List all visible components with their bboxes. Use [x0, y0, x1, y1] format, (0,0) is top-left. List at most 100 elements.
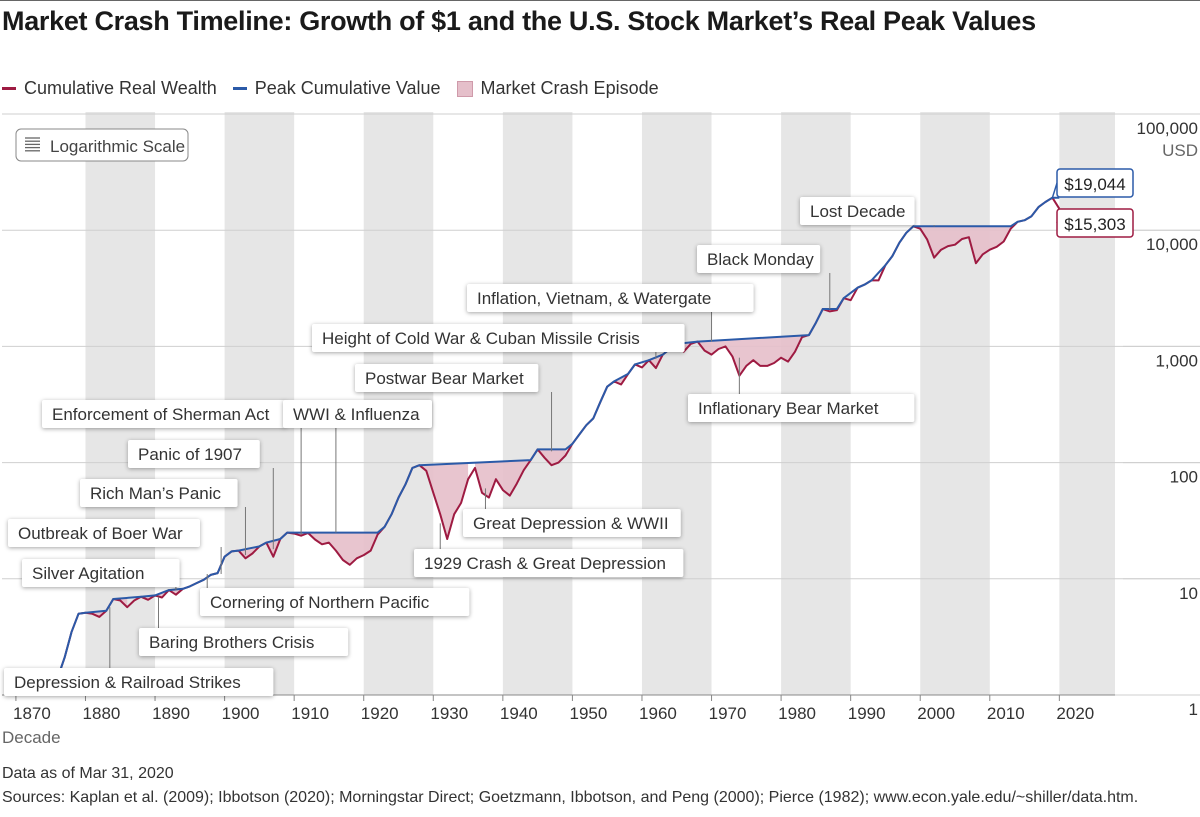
x-tick-label-1970: 1970	[709, 704, 747, 723]
decade-band-1940	[502, 112, 573, 695]
annotation-label: Rich Man’s Panic	[90, 484, 222, 503]
y-axis: 1 10 100 1,000 10,000 100,000 USD	[1123, 113, 1200, 719]
x-tick-label-1870: 1870	[13, 704, 51, 723]
annotation: Lost Decade	[800, 197, 935, 227]
annotation: Panic of 1907	[128, 440, 274, 550]
annotation-label: Inflationary Bear Market	[698, 399, 879, 418]
crash-episode-1909	[287, 532, 378, 565]
annotation: Inflationary Bear Market	[688, 357, 915, 422]
annotation-box	[697, 245, 821, 273]
annotation: Outbreak of Boer War	[8, 519, 222, 574]
annotation-label: Great Depression & WWII	[473, 514, 669, 533]
annotation-label: Cornering of Northern Pacific	[210, 593, 430, 612]
annotation: Rich Man’s Panic	[80, 479, 246, 556]
x-tick-label-2020: 2020	[1056, 704, 1094, 723]
series-line-peak-cumulative-value	[22, 196, 1060, 696]
annotation: Cornering of Northern Pacific	[200, 573, 470, 616]
y-axis-unit: USD	[1162, 141, 1198, 160]
annotation: WWI & Influenza	[283, 400, 432, 533]
y-tick-label-10000: 10,000	[1146, 235, 1198, 254]
log-scale-button[interactable]: Logarithmic Scale	[15, 128, 189, 162]
annotation-box	[128, 440, 260, 468]
annotation-box	[4, 668, 274, 696]
data-as-of: Data as of Mar 31, 2020	[2, 765, 174, 782]
y-tick-label-1: 1	[1189, 700, 1198, 719]
annotation-box	[800, 197, 915, 225]
x-tick-label-1990: 1990	[848, 704, 886, 723]
annotation-box	[355, 364, 539, 392]
annotations: Depression & Railroad Strikes Baring Brot…	[4, 197, 935, 696]
peak-value-box	[1056, 168, 1134, 198]
legend-swatch-peak	[232, 87, 247, 90]
legend-item-wealth: Cumulative Real Wealth	[2, 78, 217, 99]
annotation-box	[22, 559, 180, 587]
annotation: 1929 Crash & Great Depression	[414, 523, 684, 577]
legend-item-crash: Market Crash Episode	[456, 78, 659, 99]
annotation-label: Outbreak of Boer War	[18, 524, 183, 543]
x-tick-label-2000: 2000	[917, 704, 955, 723]
x-tick-label-1880: 1880	[83, 704, 121, 723]
decade-band-2000	[920, 112, 990, 695]
y-tick-label-100: 100	[1170, 468, 1198, 487]
annotation-label: Enforcement of Sherman Act	[52, 405, 270, 424]
annotation: Baring Brothers Crisis	[139, 596, 349, 656]
decade-band-2020	[1059, 112, 1115, 695]
annotation-box	[312, 324, 685, 352]
legend-swatch-crash	[456, 80, 473, 97]
end-labels: $19,044 $15,303	[1051, 168, 1134, 238]
legend-item-peak: Peak Cumulative Value	[232, 78, 441, 99]
current-value-label: $15,303	[1064, 215, 1125, 234]
annotation-label: Lost Decade	[810, 202, 905, 221]
annotation-box	[467, 284, 754, 312]
log-scale-button-frame	[15, 128, 189, 162]
annotation: Depression & Railroad Strikes	[4, 607, 274, 696]
list-icon	[25, 137, 40, 152]
x-axis: 1870 1880 1890 1900 1910 1920 1930 1940 1950 1960…	[2, 694, 1115, 747]
crash-episode-1968	[697, 335, 809, 376]
crash-episode-1928	[419, 463, 469, 539]
annotation-box	[688, 394, 915, 422]
legend-swatch-wealth	[2, 87, 16, 90]
annotation-label: Silver Agitation	[32, 564, 144, 583]
annotation-box	[80, 479, 238, 507]
annotation: Silver Agitation	[22, 559, 180, 591]
annotation-label: Depression & Railroad Strikes	[14, 673, 241, 692]
annotation-label: Postwar Bear Market	[365, 369, 524, 388]
crash-episode-1884	[113, 597, 128, 608]
peak-value-label: $19,044	[1064, 175, 1125, 194]
y-tick-label-100000: 100,000	[1137, 119, 1198, 138]
peak-value-leader	[1051, 182, 1058, 198]
crash-episode-1961	[648, 354, 663, 369]
annotation-box	[200, 588, 470, 616]
crash-episode-1999	[913, 226, 1011, 264]
legend: Cumulative Real Wealth Peak Cumulative V…	[2, 78, 675, 99]
annotation-label: WWI & Influenza	[293, 405, 420, 424]
crash-episode-1936	[475, 460, 531, 498]
annotation-label: Inflation, Vietnam, & Watergate	[477, 289, 711, 308]
sources-note: Sources: Kaplan et al. (2009); Ibbotson …	[2, 789, 1139, 806]
x-axis-title: Decade	[2, 728, 61, 747]
x-tick-label-1960: 1960	[639, 704, 677, 723]
legend-label-wealth: Cumulative Real Wealth	[24, 78, 217, 98]
legend-label-crash: Market Crash Episode	[480, 78, 659, 98]
annotation: Postwar Bear Market	[355, 364, 553, 452]
x-tick-label-1980: 1980	[778, 704, 816, 723]
annotation: Inflation, Vietnam, & Watergate	[467, 284, 754, 342]
x-tick-label-1930: 1930	[430, 704, 468, 723]
x-tick-label-1910: 1910	[291, 704, 329, 723]
annotation-box	[414, 549, 684, 577]
annotation-box	[42, 400, 286, 428]
top-rule	[0, 0, 1200, 1]
annotation-box	[8, 519, 200, 547]
annotation-label: 1929 Crash & Great Depression	[424, 554, 666, 573]
y-tick-label-1000: 1,000	[1155, 351, 1198, 370]
x-tick-label-1900: 1900	[222, 704, 260, 723]
annotation-box	[139, 628, 349, 656]
x-tick-label-1950: 1950	[569, 704, 607, 723]
x-tick-label-1920: 1920	[361, 704, 399, 723]
log-scale-button-label: Logarithmic Scale	[50, 137, 185, 156]
x-tick-label-1890: 1890	[152, 704, 190, 723]
current-value-box	[1056, 208, 1134, 238]
annotation: Height of Cold War & Cuban Missile Crisi…	[312, 324, 685, 359]
